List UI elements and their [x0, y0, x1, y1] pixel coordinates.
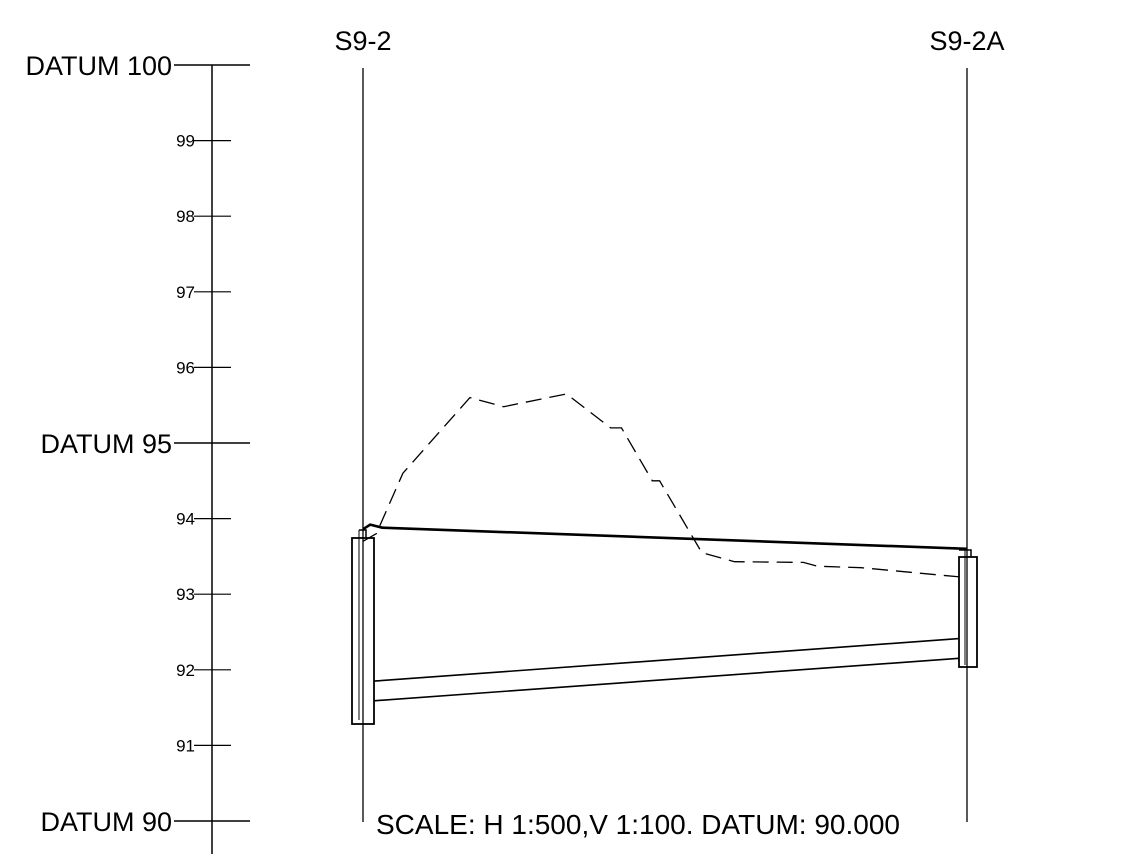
level-tick-label: 91 — [176, 736, 195, 755]
level-tick-label: 96 — [176, 358, 195, 377]
manhole-chamber-s9-2a — [958, 556, 978, 668]
axis-labels: DATUM 100 DATUM 95 DATUM 90 99 98 97 96 94 93 92 9… — [25, 51, 195, 837]
manhole-label: S9-2A — [929, 26, 1004, 56]
existing-ground-profile — [362, 393, 968, 579]
manhole-label: S9-2 — [334, 26, 391, 56]
manhole-chambers — [351, 529, 978, 725]
level-tick-label: 97 — [176, 283, 195, 302]
level-tick-label: 99 — [176, 132, 195, 151]
pipe-top-line — [373, 637, 960, 682]
datum-label: DATUM 100 — [25, 51, 172, 81]
profiles — [362, 393, 968, 702]
manhole-chamber-s9-2 — [351, 537, 375, 725]
proposed-road-profile — [362, 523, 968, 551]
datum-label: DATUM 95 — [40, 429, 172, 459]
level-tick-label: 92 — [176, 661, 195, 680]
manhole-cover-s9-2 — [359, 529, 367, 538]
level-tick-label: 93 — [176, 585, 195, 604]
pipe-bottom-line — [373, 657, 960, 702]
level-axis: DATUM 100 DATUM 95 DATUM 90 99 98 97 96 94 93 92 9… — [25, 51, 250, 854]
manholes: S9-2 S9-2A — [334, 26, 1005, 822]
scale-note: SCALE: H 1:500,V 1:100. DATUM: 90.000 — [376, 809, 900, 840]
manhole-cover-s9-2a — [959, 549, 972, 557]
axis-ticks — [174, 64, 250, 822]
datum-label: DATUM 90 — [40, 807, 172, 837]
level-tick-label: 94 — [176, 510, 195, 529]
level-tick-label: 98 — [176, 207, 195, 226]
